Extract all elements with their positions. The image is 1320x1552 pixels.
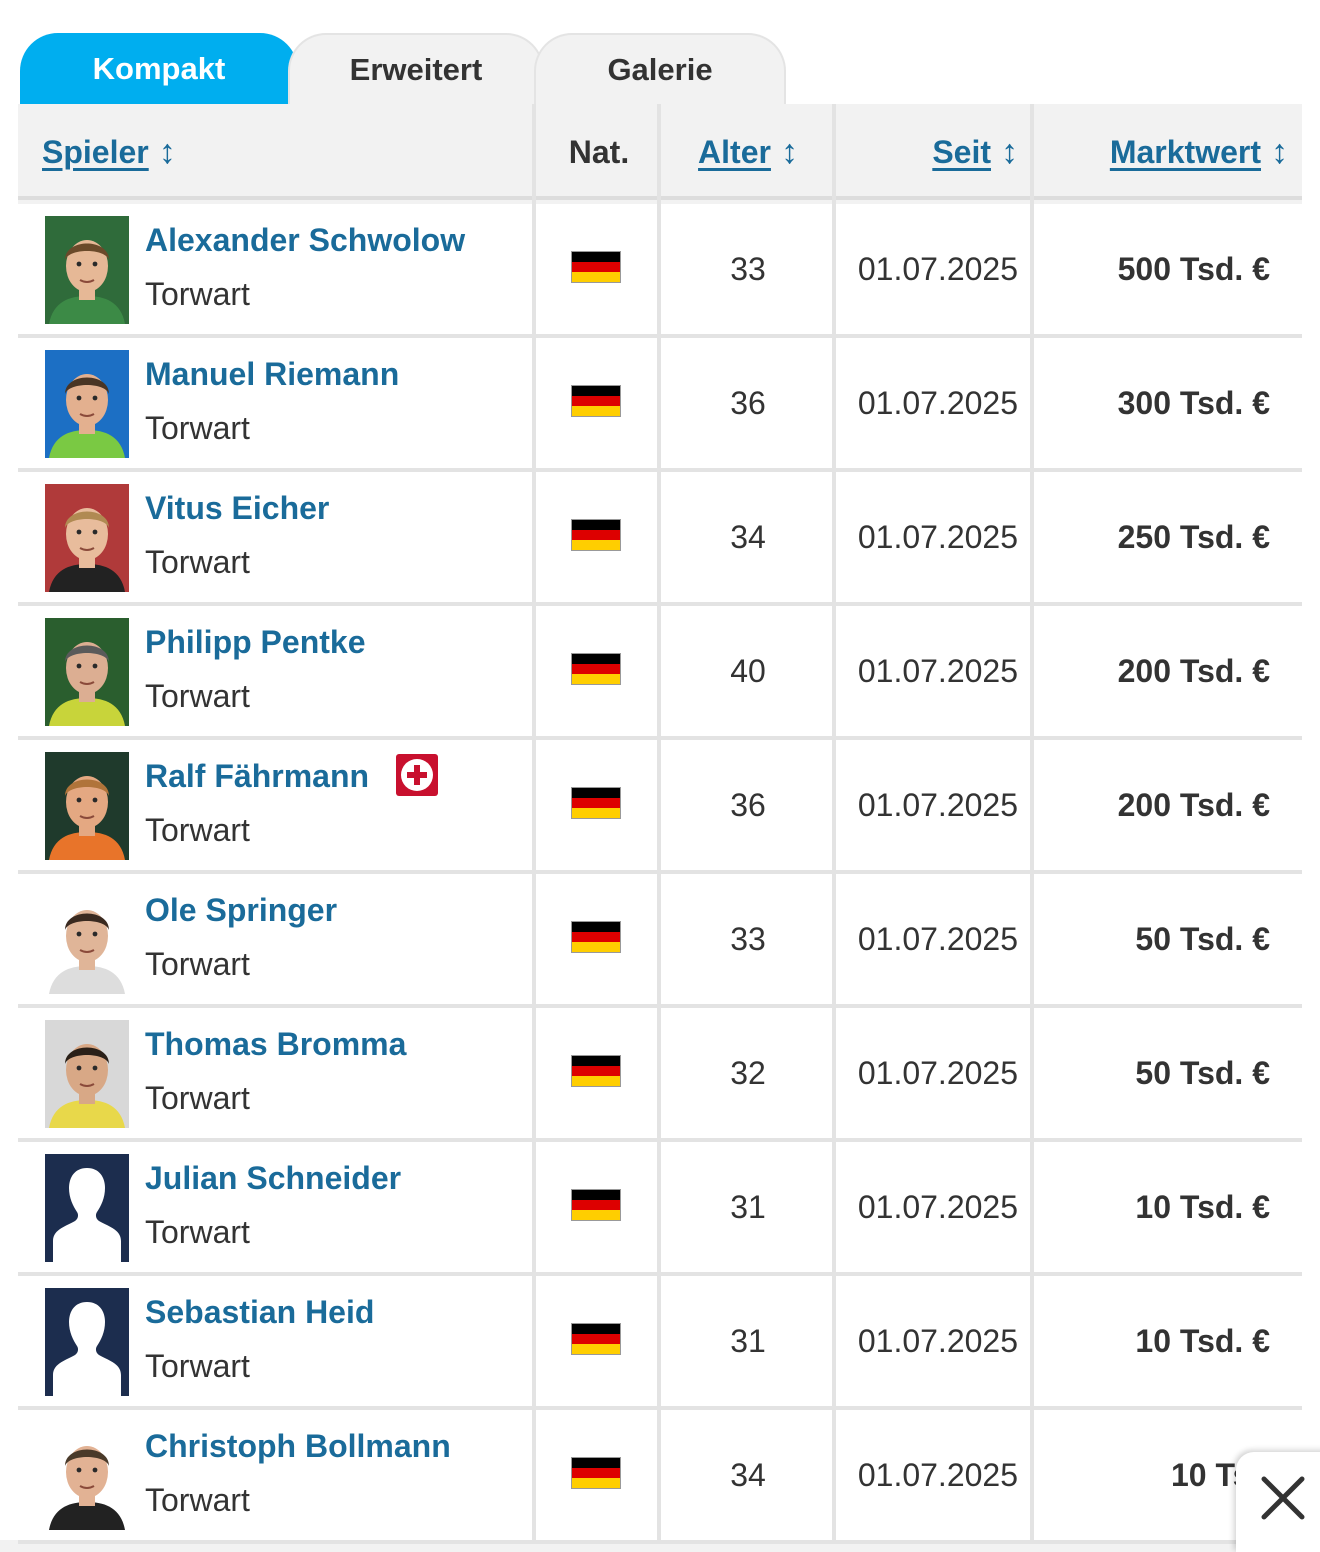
sort-icon[interactable]: ↕ [1001, 132, 1018, 171]
player-position: Torwart [145, 1214, 250, 1250]
player-since-date: 01.07.2025 [857, 1456, 1018, 1493]
player-placeholder-photo[interactable] [45, 1288, 129, 1396]
germany-flag-icon [571, 385, 621, 417]
player-market-value[interactable]: 50 Tsd. € [1135, 920, 1270, 957]
player-since-date: 01.07.2025 [857, 1322, 1018, 1359]
player-position: Torwart [145, 410, 250, 446]
close-icon[interactable] [1258, 1473, 1308, 1523]
player-since-date: 01.07.2025 [857, 250, 1018, 287]
column-divider [1030, 104, 1034, 1540]
player-age: 36 [730, 384, 766, 421]
germany-flag-icon [571, 1055, 621, 1087]
player-since-date: 01.07.2025 [857, 518, 1018, 555]
player-age: 36 [730, 786, 766, 823]
player-age: 31 [730, 1188, 766, 1225]
germany-flag-icon [571, 251, 621, 283]
tab-kompakt[interactable]: Kompakt [20, 33, 298, 104]
player-name-link[interactable]: Vitus Eicher [145, 490, 330, 526]
player-market-value[interactable]: 500 Tsd. € [1117, 250, 1270, 287]
column-header-player-label[interactable]: Spieler [42, 133, 149, 170]
sort-icon[interactable]: ↕ [158, 132, 176, 171]
player-since-date: 01.07.2025 [857, 920, 1018, 957]
player-position: Torwart [145, 946, 250, 982]
player-since-date: 01.07.2025 [857, 1188, 1018, 1225]
player-since-date: 01.07.2025 [857, 1054, 1018, 1091]
germany-flag-icon [571, 787, 621, 819]
player-name-link[interactable]: Philipp Pentke [145, 624, 366, 660]
player-position: Torwart [145, 1080, 250, 1116]
sort-icon[interactable]: ↕ [1271, 132, 1288, 171]
squad-table-container: Kompakt Erweitert Galerie Spieler ↕ Nat.… [18, 0, 1302, 1544]
view-tabs: Kompakt Erweitert Galerie [18, 0, 1302, 104]
column-header-value-label[interactable]: Marktwert [1109, 133, 1261, 170]
column-header-value[interactable]: Marktwert ↕ [1034, 104, 1302, 200]
player-name-link[interactable]: Manuel Riemann [145, 356, 400, 392]
column-header-since[interactable]: Seit ↕ [836, 104, 1032, 200]
column-divider [657, 104, 661, 1540]
player-name-link[interactable]: Alexander Schwolow [145, 222, 466, 258]
player-market-value[interactable]: 10 Tsd. € [1135, 1322, 1270, 1359]
player-name-link[interactable]: Ole Springer [145, 892, 338, 928]
column-header-age[interactable]: Alter ↕ [661, 104, 835, 200]
player-market-value[interactable]: 200 Tsd. € [1117, 786, 1270, 823]
player-since-date: 01.07.2025 [857, 384, 1018, 421]
player-name-link[interactable]: Sebastian Heid [145, 1294, 375, 1330]
player-position: Torwart [145, 544, 250, 580]
germany-flag-icon [571, 921, 621, 953]
player-market-value[interactable]: 300 Tsd. € [1117, 384, 1270, 421]
column-header-player[interactable]: Spieler ↕ [42, 104, 176, 200]
player-photo[interactable] [45, 1020, 129, 1128]
player-market-value[interactable]: 10 Tsd. € [1135, 1188, 1270, 1225]
player-photo[interactable] [45, 350, 129, 458]
column-divider [832, 104, 836, 1540]
player-name-link[interactable]: Ralf Fährmann [145, 758, 370, 794]
player-photo[interactable] [45, 216, 129, 324]
player-since-date: 01.07.2025 [857, 652, 1018, 689]
player-name-link[interactable]: Julian Schneider [145, 1160, 402, 1196]
germany-flag-icon [571, 519, 621, 551]
player-position: Torwart [145, 276, 250, 312]
player-age: 33 [730, 920, 766, 957]
player-age: 33 [730, 250, 766, 287]
tab-galerie[interactable]: Galerie [534, 33, 786, 104]
player-market-value[interactable]: 50 Tsd. € [1135, 1054, 1270, 1091]
germany-flag-icon [571, 1457, 621, 1489]
player-name-link[interactable]: Thomas Bromma [145, 1026, 407, 1062]
player-photo[interactable] [45, 1422, 129, 1530]
player-age: 34 [730, 1456, 766, 1493]
germany-flag-icon [571, 1323, 621, 1355]
player-market-value[interactable]: 250 Tsd. € [1117, 518, 1270, 555]
player-age: 32 [730, 1054, 766, 1091]
player-position: Torwart [145, 678, 250, 714]
germany-flag-icon [571, 1189, 621, 1221]
player-position: Torwart [145, 1348, 250, 1384]
column-header-age-label[interactable]: Alter [698, 133, 771, 170]
player-photo[interactable] [45, 484, 129, 592]
player-position: Torwart [145, 1482, 250, 1518]
right-margin [1302, 0, 1320, 1540]
player-since-date: 01.07.2025 [857, 786, 1018, 823]
left-margin [0, 0, 18, 1540]
player-photo[interactable] [45, 618, 129, 726]
tab-erweitert[interactable]: Erweitert [288, 33, 544, 104]
player-age: 40 [730, 652, 766, 689]
player-photo[interactable] [45, 886, 129, 994]
injury-icon[interactable] [396, 754, 438, 796]
player-placeholder-photo[interactable] [45, 1154, 129, 1262]
player-photo[interactable] [45, 752, 129, 860]
column-header-nat: Nat. [568, 133, 630, 170]
sort-icon[interactable]: ↕ [780, 132, 798, 171]
player-age: 34 [730, 518, 766, 555]
player-position: Torwart [145, 812, 250, 848]
player-name-link[interactable]: Christoph Bollmann [145, 1428, 451, 1464]
player-age: 31 [730, 1322, 766, 1359]
column-divider [532, 104, 536, 1540]
column-header-since-label[interactable]: Seit [932, 133, 991, 170]
germany-flag-icon [571, 653, 621, 685]
close-button[interactable] [1236, 1452, 1320, 1552]
player-market-value[interactable]: 200 Tsd. € [1117, 652, 1270, 689]
